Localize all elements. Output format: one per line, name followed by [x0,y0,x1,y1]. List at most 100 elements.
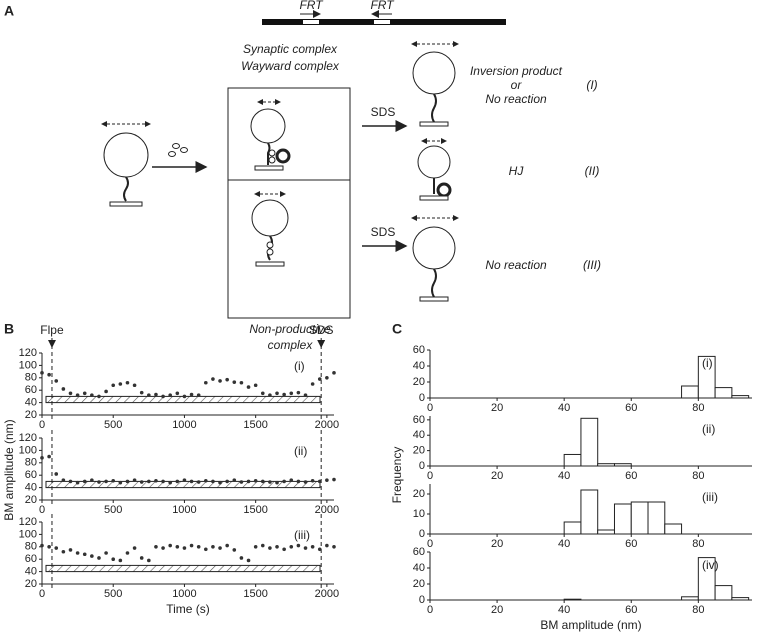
data-point [104,551,108,555]
data-point [111,478,116,483]
y-tick-label: 60 [25,553,37,565]
x-tick-label: 60 [625,604,637,616]
data-point [175,479,180,484]
subplot-label: (iv) [702,558,719,572]
sds-label: SDS [371,105,396,119]
bar [697,355,716,399]
event-label: Flpe [40,323,64,337]
data-point [232,548,237,552]
protein [180,147,188,153]
y-tick-label: 100 [19,528,37,540]
subplot-label: (ii) [702,422,715,436]
data-point [139,390,144,395]
data-point [82,391,87,396]
data-point [168,480,172,485]
x-tick-label: 60 [625,538,637,550]
axis [41,353,334,416]
x-tick-label: 0 [427,538,433,550]
bead [251,199,289,237]
data-point [317,479,322,484]
data-point [154,478,158,483]
complex-label: Wayward complex [241,59,340,73]
y-tick-label: 100 [19,444,37,456]
data-point [82,479,87,484]
data-point [97,480,101,484]
data-point [40,371,44,375]
data-point [139,480,144,484]
x-tick-label: 40 [558,538,570,550]
data-point [90,554,94,558]
frt-site [303,20,319,24]
bead [412,226,456,270]
data-point [225,543,229,548]
surface [419,121,449,127]
x-tick-label: 1500 [243,419,267,431]
surface [419,195,449,201]
loop [275,148,291,164]
surface [254,165,284,171]
data-point [225,479,229,484]
data-point [296,543,301,548]
data-point [97,556,101,560]
data-point [47,454,51,459]
data-point [104,479,108,484]
diagram: FRT FRT Synaptic complex Wayward complex… [101,0,601,352]
y-tick-label: 40 [25,566,37,578]
loop [436,182,452,198]
data-point [132,546,137,550]
tether [431,268,437,298]
outcome-label: Inversion product [470,64,563,78]
data-point [125,479,130,484]
bar [597,463,615,467]
y-tick-label: 0 [419,460,425,472]
y-tick-label: 20 [25,578,37,590]
data-point [97,394,101,399]
outcome-id: (I) [586,78,597,92]
bar [647,501,666,535]
data-point [189,543,194,548]
y-tick-label: 0 [419,528,425,540]
data-point [161,394,165,399]
x-tick-label: 0 [427,604,433,616]
data-point [275,545,279,549]
data-point [310,382,315,386]
data-point [296,390,301,395]
x-tick-label: 80 [692,470,704,482]
y-tick-label: 0 [419,392,425,404]
tether [123,176,129,202]
bar [681,596,699,601]
bar [563,521,582,535]
frt-site [374,20,390,24]
x-tick-label: 2000 [315,504,339,516]
data-point [132,383,137,388]
data-point [111,557,116,561]
data-point [332,371,336,375]
outcome-id: (II) [585,164,600,178]
y-tick-label: 40 [413,360,425,372]
bar [697,557,716,601]
tether [267,142,271,165]
surface [109,201,143,207]
data-point [303,393,308,397]
data-point [104,389,108,394]
data-point [125,551,130,555]
data-point [310,478,315,483]
data-point [182,394,187,399]
outcome-label: No reaction [485,92,547,106]
y-tick-label: 120 [19,347,37,359]
bead [103,132,149,178]
x-tick-label: 40 [558,470,570,482]
data-point [147,558,151,563]
data-point [218,480,222,485]
x-tick-label: 1000 [172,588,196,600]
bar [613,463,632,467]
x-tick-label: 20 [491,604,503,616]
bar [714,585,733,601]
x-tick-label: 0 [39,419,45,431]
data-point [253,383,258,388]
data-point [211,377,215,381]
panel-label: A [4,3,14,19]
complex-label: Synaptic complex [243,42,338,56]
data-point [218,546,222,550]
